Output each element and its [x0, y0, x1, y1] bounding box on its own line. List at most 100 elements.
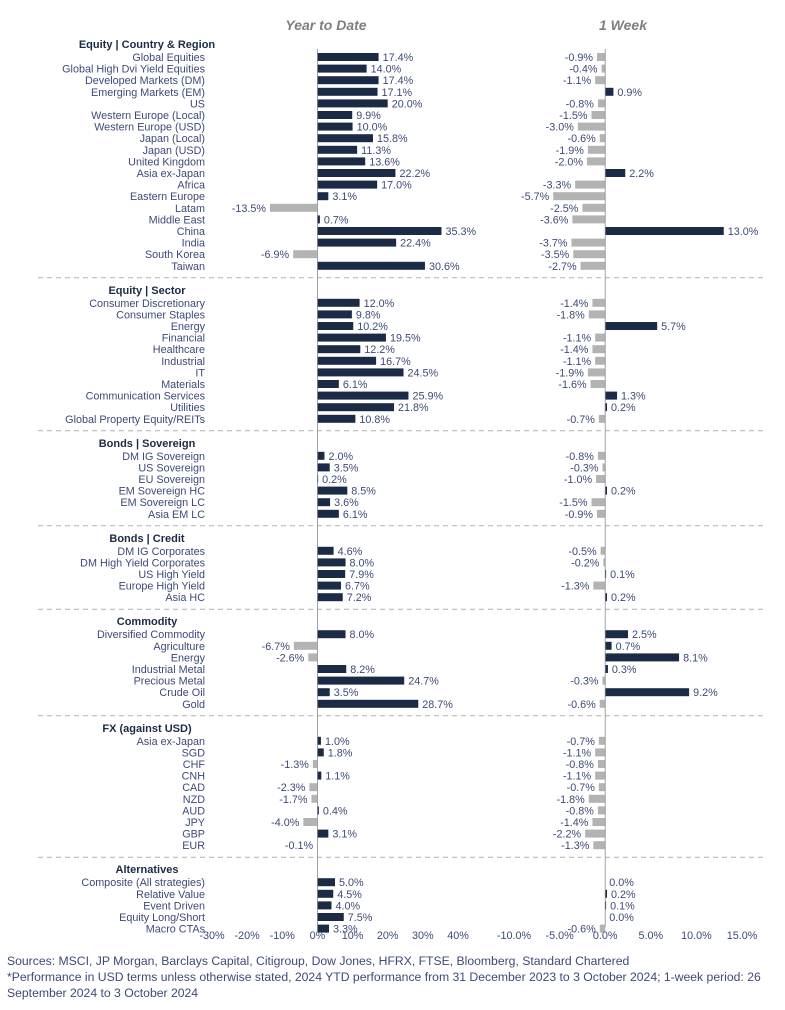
bar-ytd — [317, 310, 352, 319]
data-label-week: 0.2% — [611, 402, 636, 414]
data-label-ytd: 0.2% — [322, 474, 347, 486]
bar-week — [597, 451, 606, 460]
data-label-ytd: 6.7% — [345, 581, 370, 593]
row-label: China — [177, 226, 205, 238]
data-label-ytd: 5.0% — [339, 877, 364, 889]
bar-ytd — [317, 699, 419, 708]
row-label: JPY — [185, 817, 205, 829]
row-label: Utilities — [170, 402, 205, 414]
data-label-ytd: 7.9% — [349, 569, 374, 581]
bar-week — [573, 250, 606, 259]
bar-ytd — [317, 227, 442, 235]
data-label-ytd: 11.3% — [361, 145, 391, 157]
row-label: Equity Long/Short — [119, 912, 205, 924]
x-tick-label-ytd: 0% — [310, 930, 326, 942]
row-label: India — [182, 238, 205, 250]
data-label-week: -0.7% — [567, 736, 596, 748]
data-label-week: -1.5% — [559, 110, 588, 122]
x-tick-label-ytd: -20% — [235, 930, 261, 942]
bar-week — [595, 771, 606, 780]
data-label-week: 0.1% — [610, 900, 635, 912]
bar-ytd — [312, 760, 318, 768]
x-tick-label-week: -5.0% — [545, 930, 574, 942]
bar-ytd — [317, 238, 397, 247]
bar-ytd — [317, 736, 321, 745]
row-label: EUR — [182, 840, 205, 852]
data-label-ytd: 24.5% — [408, 367, 439, 379]
section-title: Commodity — [117, 616, 178, 628]
bar-week — [592, 345, 606, 354]
bar-ytd — [317, 806, 319, 815]
bar-ytd — [317, 64, 367, 73]
data-label-week: -0.6% — [568, 924, 597, 936]
chart-notes: Sources: MSCI, JP Morgan, Barclays Capit… — [7, 953, 777, 1001]
data-label-ytd: 13.6% — [369, 156, 400, 168]
data-label-ytd: 8.0% — [350, 557, 375, 569]
data-label-ytd: 14.0% — [371, 64, 402, 76]
data-label-week: 13.0% — [728, 226, 759, 238]
bar-ytd — [317, 134, 373, 143]
data-label-ytd: 6.1% — [343, 379, 368, 391]
bar-ytd — [317, 111, 353, 119]
data-label-week: -1.9% — [556, 145, 585, 157]
row-label: Industrial — [161, 356, 205, 368]
bar-ytd — [317, 157, 366, 166]
data-label-ytd: 16.7% — [380, 356, 411, 368]
row-label: Communication Services — [86, 391, 206, 403]
data-label-week: 0.2% — [611, 889, 636, 901]
bar-ytd — [317, 345, 361, 354]
row-label: Asia HC — [165, 592, 205, 604]
bar-week — [598, 736, 606, 745]
bar-week — [605, 227, 724, 235]
data-label-week: 0.0% — [609, 912, 634, 924]
bar-week — [605, 641, 612, 650]
performance-footnote: *Performance in USD terms unless otherwi… — [7, 970, 761, 1000]
section-title: Bonds | Sovereign — [99, 438, 196, 450]
bar-week — [600, 546, 606, 555]
bar-week — [593, 841, 606, 850]
data-label-week: -1.3% — [561, 581, 590, 593]
data-label-ytd: 17.4% — [383, 52, 414, 64]
data-label-week: -1.3% — [561, 840, 590, 852]
data-label-week: 0.9% — [617, 87, 642, 99]
data-label-week: -3.0% — [546, 122, 575, 134]
data-label-ytd: -13.5% — [232, 203, 267, 215]
data-label-week: -0.2% — [571, 557, 600, 569]
data-label-ytd: 12.2% — [364, 344, 395, 356]
bar-ytd — [317, 509, 339, 518]
bar-ytd — [317, 333, 386, 342]
data-label-ytd: 12.0% — [364, 298, 395, 310]
row-label: NZD — [183, 794, 205, 806]
data-label-ytd: 3.6% — [334, 497, 359, 509]
row-label: Precious Metal — [134, 676, 205, 688]
bar-ytd — [317, 889, 334, 898]
bar-week — [596, 509, 606, 518]
bar-week — [586, 157, 606, 166]
data-label-week: -1.8% — [557, 794, 586, 806]
bar-week — [605, 391, 618, 400]
bar-ytd — [317, 570, 346, 578]
data-label-week: -0.9% — [565, 509, 594, 521]
data-label-ytd: 1.8% — [328, 747, 353, 759]
bar-week — [571, 238, 606, 247]
data-label-ytd: 0.7% — [324, 214, 349, 226]
section-title: Equity | Country & Region — [79, 39, 216, 51]
data-label-ytd: 3.1% — [332, 191, 357, 203]
x-tick-label-ytd: 40% — [447, 930, 469, 942]
bar-ytd — [317, 53, 379, 61]
bar-week — [605, 630, 628, 639]
data-label-ytd: 9.8% — [356, 309, 381, 321]
bar-week — [603, 558, 606, 567]
data-label-week: -0.7% — [567, 782, 596, 794]
data-label-week: -0.3% — [570, 676, 599, 688]
bar-ytd — [317, 829, 329, 838]
data-label-ytd: 24.7% — [408, 676, 439, 688]
bar-week — [572, 215, 606, 224]
data-label-ytd: 1.0% — [325, 736, 350, 748]
bar-week — [605, 665, 608, 673]
data-label-week: -1.5% — [559, 497, 588, 509]
bar-ytd — [317, 169, 396, 177]
data-label-week: -1.6% — [558, 379, 587, 391]
data-label-ytd: 30.6% — [429, 261, 460, 273]
bar-ytd — [317, 593, 343, 602]
